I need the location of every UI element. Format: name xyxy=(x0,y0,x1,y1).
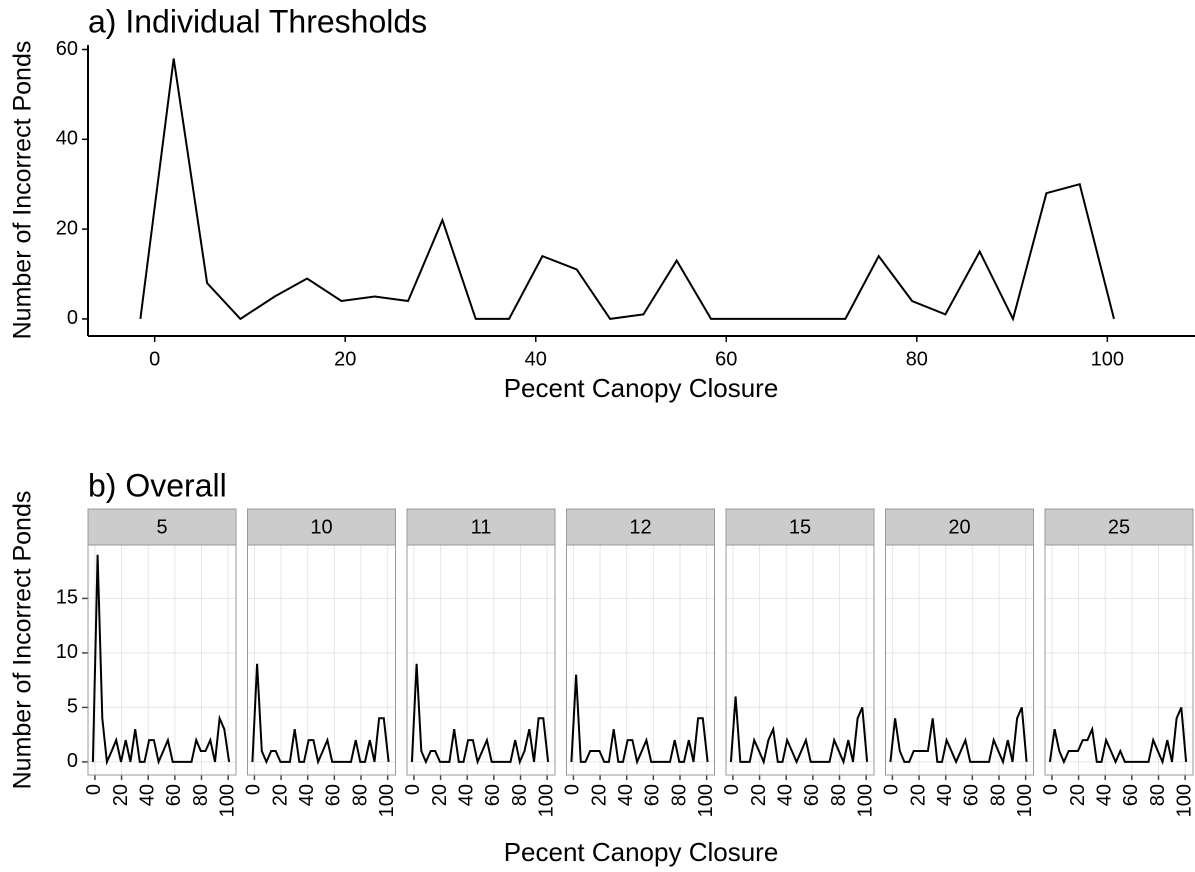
x-tick-label: 80 xyxy=(1147,784,1169,806)
y-tick-label: 40 xyxy=(56,128,78,150)
data-line xyxy=(729,696,869,766)
x-tick-label: 0 xyxy=(1040,784,1062,795)
x-tick-label: 40 xyxy=(934,784,956,806)
data-line xyxy=(139,58,1115,322)
y-tick-label: 5 xyxy=(67,696,78,718)
x-tick-label: 100 xyxy=(376,784,398,817)
strip xyxy=(1044,508,1194,546)
x-axis-label: Pecent Canopy Closure xyxy=(504,837,779,867)
x-tick-label: 100 xyxy=(695,784,717,817)
data-line xyxy=(91,554,231,766)
strip xyxy=(566,508,715,546)
data-line xyxy=(889,707,1028,766)
x-tick-label: 80 xyxy=(828,784,850,806)
panel-border xyxy=(885,544,1034,776)
data-line xyxy=(251,663,390,766)
x-tick-label: 80 xyxy=(668,784,690,806)
x-tick-label: 80 xyxy=(509,784,531,806)
panel xyxy=(566,545,715,775)
x-tick-label: 60 xyxy=(163,784,185,806)
x-tick-label: 40 xyxy=(1093,784,1115,806)
x-tick-label: 40 xyxy=(455,784,477,806)
x-tick-label: 20 xyxy=(1067,784,1089,806)
x-tick-label: 100 xyxy=(1173,784,1195,817)
x-tick-label: 100 xyxy=(535,784,557,817)
panel-border xyxy=(1044,544,1194,776)
x-tick-label: 0 xyxy=(881,784,903,795)
x-tick-label: 40 xyxy=(774,784,796,806)
x-tick-label: 80 xyxy=(190,784,212,806)
panel-border xyxy=(406,544,556,776)
y-tick-label: 0 xyxy=(67,307,78,329)
x-tick-label: 40 xyxy=(525,348,547,370)
x-tick-label: 60 xyxy=(1120,784,1142,806)
panel-border xyxy=(725,544,875,776)
x-tick-label: 0 xyxy=(83,784,105,795)
panel-border xyxy=(87,544,237,776)
y-tick-label: 60 xyxy=(56,38,78,60)
x-axis-label: Pecent Canopy Closure xyxy=(504,373,779,403)
panel xyxy=(885,545,1034,775)
y-tick-label: 10 xyxy=(56,641,78,663)
x-tick-label: 40 xyxy=(615,784,637,806)
panel-label: 5 xyxy=(156,516,167,538)
panel-border xyxy=(566,544,715,776)
panel-label: 11 xyxy=(471,516,492,538)
panel xyxy=(407,545,555,775)
x-tick-label: 100 xyxy=(216,784,238,817)
x-tick-label: 20 xyxy=(110,784,132,806)
x-tick-label: 60 xyxy=(801,784,823,806)
panel-border xyxy=(247,544,396,776)
x-tick-label: 0 xyxy=(243,784,265,795)
x-tick-label: 40 xyxy=(296,784,318,806)
x-tick-label: 0 xyxy=(721,784,743,795)
data-line xyxy=(410,663,550,766)
y-axis-label: Number of Incorrect Ponds xyxy=(9,41,37,340)
y-tick-label: 0 xyxy=(67,750,78,772)
x-tick-label: 0 xyxy=(149,348,160,370)
x-tick-label: 60 xyxy=(482,784,504,806)
panel-label: 12 xyxy=(629,516,651,538)
x-tick-label: 0 xyxy=(562,784,584,795)
x-tick-label: 80 xyxy=(349,784,371,806)
x-tick-label: 100 xyxy=(1091,348,1124,370)
panel-label: 25 xyxy=(1108,516,1130,538)
x-tick-label: 60 xyxy=(642,784,664,806)
x-tick-label: 20 xyxy=(748,784,770,806)
x-tick-label: 0 xyxy=(402,784,424,795)
panel-label: 20 xyxy=(948,516,970,538)
x-tick-label: 20 xyxy=(269,784,291,806)
x-tick-label: 60 xyxy=(961,784,983,806)
y-tick-label: 20 xyxy=(56,217,78,239)
x-tick-label: 20 xyxy=(429,784,451,806)
data-line xyxy=(570,674,709,766)
chart-title: b) Overall xyxy=(88,467,227,503)
x-tick-label: 60 xyxy=(715,348,737,370)
panel-label: 15 xyxy=(789,516,811,538)
panel xyxy=(1045,545,1193,775)
data-line xyxy=(1048,707,1188,766)
panel-label: 10 xyxy=(310,516,332,538)
x-tick-label: 20 xyxy=(907,784,929,806)
strip xyxy=(247,508,396,546)
x-tick-label: 60 xyxy=(323,784,345,806)
chart-title: a) Individual Thresholds xyxy=(88,3,427,39)
panel xyxy=(88,545,236,775)
x-tick-label: 100 xyxy=(854,784,876,817)
y-axis-label: Number of Incorrect Ponds xyxy=(9,491,37,790)
x-tick-label: 80 xyxy=(906,348,928,370)
x-tick-label: 20 xyxy=(334,348,356,370)
x-tick-label: 100 xyxy=(1014,784,1036,817)
panel xyxy=(726,545,874,775)
x-tick-label: 20 xyxy=(588,784,610,806)
x-tick-label: 40 xyxy=(136,784,158,806)
panel xyxy=(247,545,396,775)
x-tick-label: 80 xyxy=(987,784,1009,806)
strip xyxy=(885,508,1034,546)
strip xyxy=(406,508,556,546)
y-tick-label: 15 xyxy=(56,587,78,609)
